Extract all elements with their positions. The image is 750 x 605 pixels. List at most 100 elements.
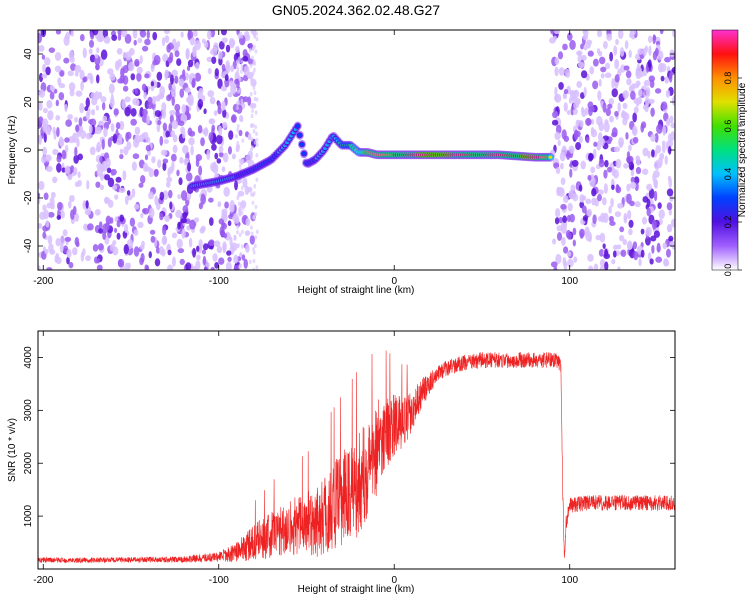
noise-blob: [217, 78, 223, 89]
noise-blob: [623, 163, 629, 169]
snr-frame: [37, 330, 676, 570]
noise-blob: [252, 258, 256, 264]
noise-blob: [235, 64, 239, 70]
noise-blob: [56, 215, 62, 221]
noise-blob: [660, 101, 668, 111]
noise-blob: [146, 30, 150, 40]
noise-blob: [242, 177, 248, 188]
noise-blob: [68, 261, 74, 269]
noise-blob: [88, 119, 94, 125]
noise-blob: [74, 116, 79, 123]
noise-blob: [562, 93, 567, 100]
noise-blob: [554, 131, 561, 141]
noise-blob: [626, 193, 632, 204]
noise-blob: [185, 72, 189, 81]
noise-blob: [87, 72, 93, 80]
noise-blob: [116, 232, 121, 240]
noise-blob: [121, 30, 128, 38]
ridge-core: [302, 152, 307, 156]
noise-blob: [180, 218, 188, 224]
noise-blob: [56, 163, 62, 173]
noise-blob: [210, 266, 215, 270]
noise-blob: [154, 110, 162, 117]
colorbar-tick-label: 0.6: [723, 120, 733, 133]
noise-blob: [632, 241, 638, 250]
x-tick-label: 100: [561, 575, 578, 586]
noise-blob: [226, 250, 232, 256]
noise-blob: [236, 74, 240, 79]
noise-blob: [156, 71, 163, 81]
noise-blob: [603, 169, 608, 179]
spectrogram-y-ticks: -40 -20 0 20 40: [23, 48, 675, 253]
noise-blob: [641, 168, 649, 176]
noise-blob: [590, 126, 595, 135]
noise-blob: [63, 35, 70, 46]
noise-blob: [560, 162, 564, 170]
noise-blob: [238, 163, 242, 168]
noise-blob: [101, 139, 105, 150]
noise-blob: [558, 67, 565, 76]
noise-blob: [668, 208, 673, 216]
noise-blob: [633, 106, 639, 114]
noise-blob: [102, 231, 107, 240]
noise-blob: [222, 152, 229, 163]
noise-blob: [608, 215, 614, 223]
noise-blob: [602, 243, 606, 249]
noise-blob: [604, 159, 609, 168]
noise-blob: [38, 196, 41, 205]
noise-blob: [666, 188, 674, 197]
noise-blob: [179, 156, 184, 164]
noise-blob: [251, 200, 255, 206]
noise-blob: [38, 102, 43, 111]
noise-blob: [133, 229, 139, 237]
noise-blob: [174, 50, 180, 58]
noise-blob: [573, 129, 579, 141]
noise-blob: [95, 126, 102, 135]
noise-blob: [74, 236, 80, 246]
noise-blob: [150, 81, 155, 87]
noise-blob: [44, 154, 52, 162]
noise-blob: [602, 102, 607, 113]
noise-blob: [193, 217, 200, 223]
noise-blob: [148, 207, 155, 218]
noise-blob: [666, 223, 673, 233]
noise-blob: [235, 59, 239, 64]
noise-blob: [633, 176, 640, 185]
noise-blob: [138, 182, 144, 188]
noise-blob: [652, 35, 657, 41]
noise-blob: [117, 58, 122, 68]
noise-blob: [206, 149, 211, 161]
noise-blob: [229, 200, 235, 210]
noise-blob: [585, 136, 590, 144]
x-tick-label: -100: [209, 276, 229, 287]
noise-blob: [230, 65, 235, 73]
noise-blob: [240, 210, 244, 216]
noise-blob: [572, 227, 577, 236]
noise-blob: [630, 164, 634, 172]
noise-blob: [252, 267, 256, 270]
noise-blob: [186, 65, 191, 72]
noise-blob: [249, 235, 255, 245]
noise-blob: [187, 30, 192, 41]
noise-blob: [670, 218, 675, 228]
noise-blob: [595, 234, 602, 241]
noise-blob: [611, 258, 616, 265]
noise-blob: [132, 153, 140, 160]
noise-blob: [98, 120, 103, 127]
noise-blob: [119, 74, 126, 84]
noise-blob: [626, 78, 632, 86]
noise-blob: [177, 221, 181, 230]
noise-blob: [171, 69, 178, 78]
noise-blob: [241, 206, 245, 211]
noise-blob: [171, 119, 179, 130]
noise-blob: [90, 92, 96, 100]
noise-blob: [612, 250, 617, 258]
noise-blob: [252, 250, 256, 255]
noise-blob: [67, 200, 72, 209]
noise-blob: [661, 143, 666, 154]
noise-blob: [222, 121, 228, 129]
noise-blob: [237, 89, 240, 95]
noise-blob: [591, 188, 597, 197]
noise-blob: [238, 232, 242, 238]
